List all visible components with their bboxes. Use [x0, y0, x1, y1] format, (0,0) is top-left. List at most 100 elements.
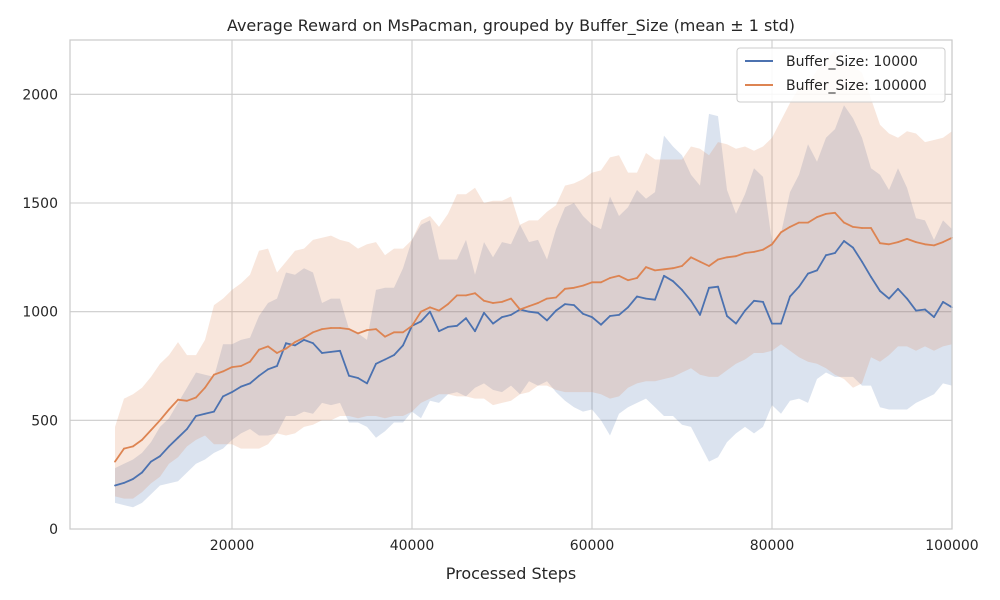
data-point-0	[753, 299, 755, 302]
data-point-1	[771, 243, 773, 246]
x-axis-title: Processed Steps	[446, 564, 577, 583]
data-point-1	[591, 281, 593, 284]
data-point-1	[609, 277, 611, 279]
data-point-0	[159, 455, 161, 458]
data-point-0	[735, 322, 737, 325]
data-point-0	[582, 312, 584, 315]
data-point-1	[726, 256, 728, 259]
data-point-0	[591, 316, 593, 318]
data-point-0	[708, 286, 710, 289]
data-point-1	[717, 258, 719, 261]
data-point-1	[429, 306, 431, 309]
data-point-0	[231, 391, 233, 393]
x-tick-label: 20000	[210, 538, 255, 554]
data-point-1	[474, 292, 476, 295]
std-band-layer	[115, 50, 952, 508]
data-point-0	[429, 310, 431, 313]
data-point-1	[816, 216, 818, 219]
data-point-1	[672, 267, 674, 270]
data-point-1	[879, 242, 881, 245]
data-point-0	[132, 478, 134, 480]
data-point-1	[501, 301, 503, 303]
data-point-1	[573, 286, 575, 289]
data-point-1	[123, 447, 125, 450]
data-point-1	[645, 266, 647, 268]
data-point-0	[438, 330, 440, 333]
std-band-1	[115, 50, 952, 499]
data-point-1	[357, 332, 359, 335]
data-point-1	[222, 370, 224, 373]
data-point-0	[690, 299, 692, 302]
data-point-0	[915, 309, 917, 312]
data-point-0	[555, 309, 557, 312]
data-point-1	[735, 255, 737, 258]
x-tick-label: 80000	[750, 538, 795, 554]
data-point-1	[519, 308, 521, 311]
data-point-0	[834, 252, 836, 254]
data-point-0	[861, 260, 863, 263]
data-point-1	[555, 296, 557, 299]
data-point-0	[213, 410, 215, 413]
data-point-0	[294, 344, 296, 347]
data-point-1	[492, 302, 494, 304]
data-point-0	[348, 374, 350, 377]
data-point-0	[609, 315, 611, 317]
data-point-0	[537, 311, 539, 314]
legend-box	[736, 47, 946, 103]
data-point-1	[375, 328, 377, 330]
data-point-0	[897, 287, 899, 290]
data-point-0	[240, 385, 242, 388]
data-point-0	[672, 280, 674, 283]
data-point-1	[330, 327, 332, 329]
series-line-0	[114, 240, 953, 487]
data-point-1	[753, 251, 755, 253]
data-point-1	[690, 256, 692, 259]
data-point-1	[627, 279, 629, 282]
data-point-1	[438, 309, 440, 312]
data-point-1	[348, 328, 350, 330]
data-point-0	[114, 484, 116, 487]
data-point-0	[789, 295, 791, 298]
data-point-1	[303, 336, 305, 339]
data-point-1	[213, 373, 215, 376]
data-point-0	[186, 428, 188, 430]
data-point-0	[510, 314, 512, 316]
data-point-1	[582, 284, 584, 287]
data-point-1	[834, 211, 836, 214]
data-point-0	[330, 351, 332, 353]
data-point-0	[852, 246, 854, 249]
data-point-0	[564, 303, 566, 305]
data-point-0	[276, 365, 278, 367]
data-point-0	[465, 317, 467, 320]
data-point-1	[150, 429, 152, 431]
data-point-0	[645, 297, 647, 300]
y-tick-label: 1000	[22, 305, 58, 321]
data-point-0	[150, 460, 152, 463]
data-point-1	[240, 365, 242, 367]
data-point-0	[528, 310, 530, 313]
data-point-0	[402, 344, 404, 347]
data-point-1	[600, 281, 602, 284]
data-point-0	[816, 269, 818, 272]
data-point-0	[807, 272, 809, 275]
data-point-1	[825, 213, 827, 215]
data-point-1	[411, 324, 413, 327]
data-point-0	[222, 395, 224, 398]
data-point-1	[168, 408, 170, 411]
data-point-0	[321, 352, 323, 354]
data-point-1	[195, 396, 197, 399]
data-point-0	[258, 374, 260, 377]
data-point-1	[186, 399, 188, 402]
data-point-0	[780, 322, 782, 325]
data-point-0	[762, 301, 764, 303]
legend: Buffer_Size: 10000 Buffer_Size: 100000	[736, 47, 946, 103]
data-point-1	[249, 360, 251, 363]
data-point-1	[888, 243, 890, 246]
data-point-1	[132, 445, 134, 448]
series-line-1	[114, 211, 953, 463]
data-point-1	[789, 226, 791, 228]
data-point-0	[843, 240, 845, 242]
data-point-0	[933, 316, 935, 318]
data-point-0	[771, 322, 773, 325]
data-point-1	[339, 327, 341, 329]
